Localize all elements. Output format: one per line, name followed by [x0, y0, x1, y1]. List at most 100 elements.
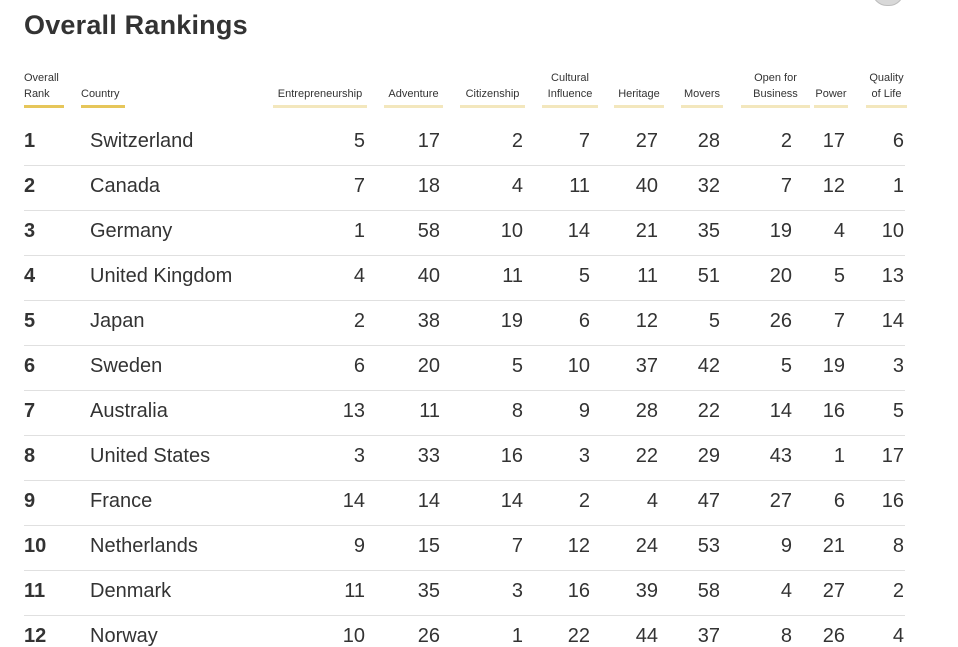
score-cell: 42: [697, 355, 720, 377]
table-row: 10 Netherlands 9 15 7 12 24 53 9 21 8: [24, 526, 905, 571]
score-cell: 11: [344, 580, 365, 602]
score-cell: 14: [342, 490, 365, 512]
column-header-heritage-label: Heritage: [614, 86, 664, 102]
country-cell: Switzerland: [90, 130, 194, 152]
score-cell: 22: [635, 445, 658, 467]
column-header-entrepreneurship-label-line: Entrepreneurship: [277, 88, 363, 100]
score-cell: 21: [635, 220, 658, 242]
score-cell: 14: [417, 490, 440, 512]
score-cell: 6: [892, 130, 904, 152]
row-divider: [24, 390, 905, 391]
column-header-heritage[interactable]: Heritage: [614, 66, 664, 108]
score-cell: 16: [822, 400, 845, 422]
score-cell: 33: [417, 445, 440, 467]
rank-cell: 11: [24, 580, 46, 602]
column-header-adventure-underline: [384, 105, 443, 108]
score-cell: 37: [697, 625, 720, 647]
score-cell: 5: [833, 265, 845, 287]
table-row: 3 Germany 1 58 10 14 21 35 19 4 10: [24, 211, 905, 256]
table-row: 8 United States 3 33 16 3 22 29 43 1 17: [24, 436, 905, 481]
score-cell: 10: [342, 625, 365, 647]
score-cell: 1: [511, 625, 523, 647]
score-cell: 5: [511, 355, 523, 377]
avatar[interactable]: [872, 0, 904, 6]
column-header-heritage-underline: [614, 105, 664, 108]
table-row: 11 Denmark 11 35 3 16 39 58 4 27 2: [24, 571, 905, 616]
column-header-adventure-label-line: Adventure: [388, 88, 439, 100]
score-cell: 9: [578, 400, 590, 422]
score-cell: 28: [635, 400, 658, 422]
score-cell: 58: [697, 580, 720, 602]
table-row: 9 France 14 14 14 2 4 47 27 6 16: [24, 481, 905, 526]
score-cell: 7: [780, 175, 792, 197]
column-header-citizenship-label: Citizenship: [460, 86, 525, 102]
score-cell: 27: [635, 130, 658, 152]
table-row: 7 Australia 13 11 8 9 28 22 14 16 5: [24, 391, 905, 436]
score-cell: 17: [822, 130, 845, 152]
score-cell: 40: [417, 265, 440, 287]
score-cell: 9: [353, 535, 365, 557]
column-header-citizenship-underline: [460, 105, 525, 108]
score-cell: 8: [511, 400, 523, 422]
rank-cell: 8: [24, 445, 36, 467]
column-header-open-for-business-underline: [741, 105, 810, 108]
table-row: 5 Japan 2 38 19 6 12 5 26 7 14: [24, 301, 905, 346]
score-cell: 16: [567, 580, 590, 602]
column-header-open-for-business-label: Open for Business: [741, 70, 810, 102]
row-divider: [24, 210, 905, 211]
column-header-country-underline: [81, 105, 125, 108]
column-header-open-for-business[interactable]: Open for Business: [741, 66, 810, 108]
column-header-power-label-line: Power: [815, 88, 847, 100]
column-header-adventure[interactable]: Adventure: [384, 66, 443, 108]
score-cell: 3: [892, 355, 904, 377]
score-cell: 5: [892, 400, 904, 422]
column-header-quality-of-life[interactable]: Quality of Life: [866, 66, 907, 108]
score-cell: 26: [822, 625, 845, 647]
score-cell: 5: [578, 265, 590, 287]
score-cell: 7: [353, 175, 365, 197]
column-header-overall-rank-label: Overall Rank: [24, 70, 64, 102]
score-cell: 12: [822, 175, 845, 197]
column-header-overall-rank-label-line: Rank: [24, 88, 50, 100]
score-cell: 1: [833, 445, 845, 467]
rank-cell: 6: [24, 355, 36, 377]
score-cell: 35: [697, 220, 720, 242]
score-cell: 3: [353, 445, 365, 467]
score-cell: 4: [511, 175, 523, 197]
score-cell: 6: [578, 310, 590, 332]
score-cell: 44: [635, 625, 658, 647]
score-cell: 14: [881, 310, 904, 332]
column-header-movers[interactable]: Movers: [681, 66, 723, 108]
row-divider: [24, 255, 905, 256]
column-header-overall-rank[interactable]: Overall Rank: [24, 66, 64, 108]
row-divider: [24, 300, 905, 301]
score-cell: 47: [697, 490, 720, 512]
column-header-movers-label-line: Movers: [683, 88, 721, 100]
score-cell: 11: [569, 175, 590, 197]
column-header-quality-of-life-label: Quality of Life: [866, 70, 907, 102]
column-header-entrepreneurship[interactable]: Entrepreneurship: [273, 66, 367, 108]
column-header-country[interactable]: Country: [81, 66, 125, 108]
score-cell: 19: [500, 310, 523, 332]
country-cell: Denmark: [90, 580, 172, 602]
country-cell: Netherlands: [90, 535, 198, 557]
rank-cell: 10: [24, 535, 47, 557]
score-cell: 26: [769, 310, 792, 332]
score-cell: 6: [833, 490, 845, 512]
score-cell: 39: [635, 580, 658, 602]
column-header-citizenship-label-line: Citizenship: [465, 88, 520, 100]
row-divider: [24, 435, 905, 436]
score-cell: 10: [500, 220, 523, 242]
score-cell: 15: [417, 535, 440, 557]
score-cell: 27: [769, 490, 792, 512]
rank-cell: 3: [24, 220, 36, 242]
column-header-heritage-label-line: Heritage: [618, 88, 660, 100]
column-header-cultural-influence[interactable]: Cultural Influence: [542, 66, 598, 108]
country-cell: United Kingdom: [90, 265, 233, 287]
rank-cell: 12: [24, 625, 47, 647]
column-header-power-label: Power: [814, 86, 848, 102]
table-row: 6 Sweden 6 20 5 10 37 42 5 19 3: [24, 346, 905, 391]
column-header-citizenship[interactable]: Citizenship: [460, 66, 525, 108]
column-header-power[interactable]: Power: [814, 66, 848, 108]
